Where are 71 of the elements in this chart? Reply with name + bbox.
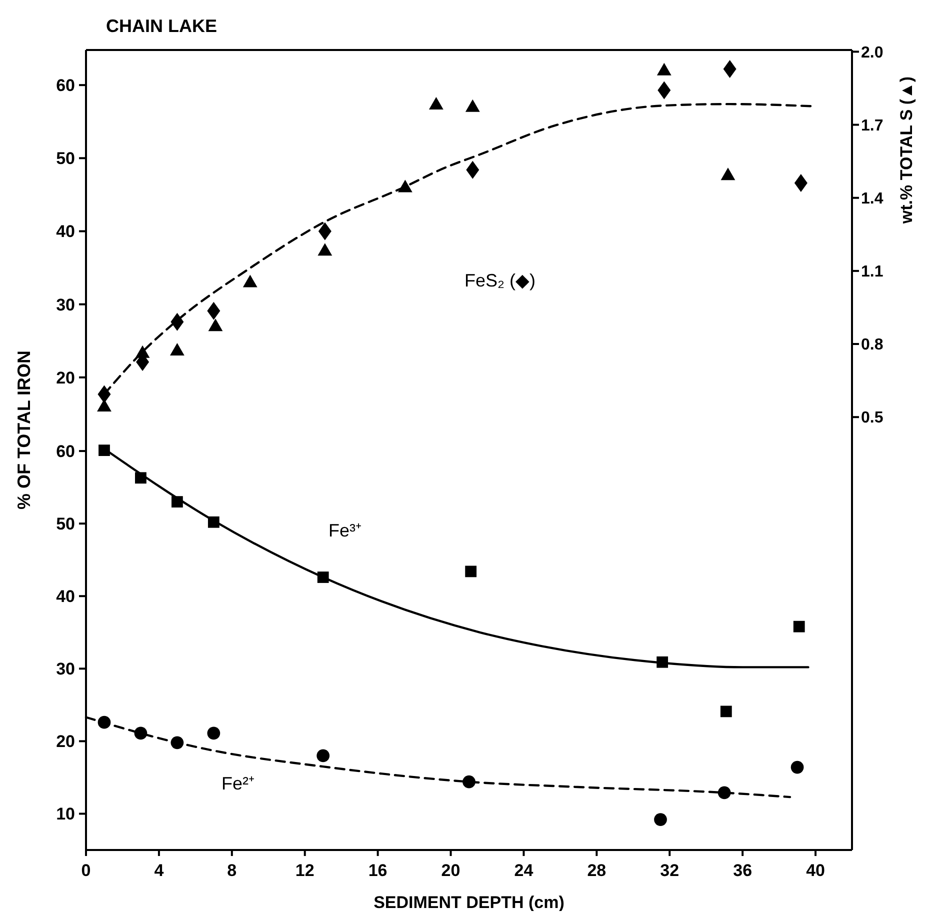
x-tick-label: 28	[587, 861, 606, 880]
x-tick-label: 8	[227, 861, 237, 880]
point	[135, 345, 150, 358]
y2-tick-label: 1.1	[861, 264, 884, 281]
y-tick-label: 50	[56, 514, 75, 534]
y2-tick-label: 2.0	[861, 44, 884, 62]
point	[98, 385, 111, 404]
y-tick-label: 20	[56, 368, 75, 388]
point	[170, 312, 184, 331]
y-tick-label: 30	[56, 660, 75, 679]
point	[318, 222, 332, 240]
point	[658, 81, 671, 100]
y-tick-label: 60	[56, 76, 75, 96]
point	[98, 444, 110, 456]
y2-tick-label: 0.5	[861, 410, 884, 427]
point	[720, 706, 732, 718]
point	[135, 472, 146, 484]
y-tick-label: 10	[56, 804, 75, 824]
y-tick-label: 40	[56, 222, 75, 242]
point	[656, 656, 668, 668]
x-tick-label: 12	[295, 861, 314, 880]
y-tick-label: 60	[56, 442, 75, 461]
point	[654, 813, 667, 826]
point	[720, 168, 736, 180]
point	[208, 318, 223, 332]
point	[207, 302, 220, 320]
series-label: Fe³⁺	[328, 520, 362, 540]
x-tick-label: 0	[81, 861, 91, 880]
y2-axis-title: wt.% TOTAL S (▲)	[897, 76, 916, 225]
y-axis-title: % OF TOTAL IRON	[14, 350, 34, 510]
point	[723, 60, 736, 78]
y-tick-label: 30	[56, 295, 75, 314]
chart-title: CHAIN LAKE	[106, 16, 217, 36]
point	[318, 243, 332, 256]
x-tick-label: 32	[660, 861, 680, 880]
point	[170, 736, 184, 750]
point	[171, 496, 183, 508]
point	[466, 160, 480, 179]
point	[793, 620, 805, 632]
point	[794, 174, 808, 192]
point	[208, 516, 220, 528]
x-tick-label: 40	[806, 861, 825, 880]
y-tick-label: 50	[56, 149, 75, 168]
point	[170, 342, 184, 356]
point	[134, 726, 148, 740]
point	[97, 399, 112, 412]
x-tick-label: 36	[733, 861, 752, 880]
point	[242, 274, 258, 288]
x-tick-label: 24	[514, 861, 534, 880]
point	[207, 726, 220, 740]
point	[317, 572, 329, 583]
point	[428, 96, 444, 110]
point	[398, 180, 412, 192]
point	[462, 775, 476, 788]
point	[656, 62, 672, 76]
x-tick-label: 16	[368, 861, 388, 880]
y2-tick-label: 1.4	[861, 190, 884, 208]
point	[465, 99, 480, 112]
x-tick-label: 20	[441, 861, 460, 880]
series-label: Fe²⁺	[222, 773, 254, 794]
x-tick-label: 4	[154, 861, 164, 880]
y-tick-label: 20	[56, 732, 75, 752]
text: FeS₂ (◆)	[464, 270, 536, 290]
point	[98, 716, 111, 729]
y2-tick-label: 0.8	[861, 336, 884, 354]
point	[316, 749, 330, 762]
point	[790, 760, 804, 774]
y2-tick-label: 1.7	[861, 117, 884, 134]
y-tick-label: 40	[56, 587, 75, 606]
point	[465, 566, 477, 578]
point	[718, 786, 731, 800]
